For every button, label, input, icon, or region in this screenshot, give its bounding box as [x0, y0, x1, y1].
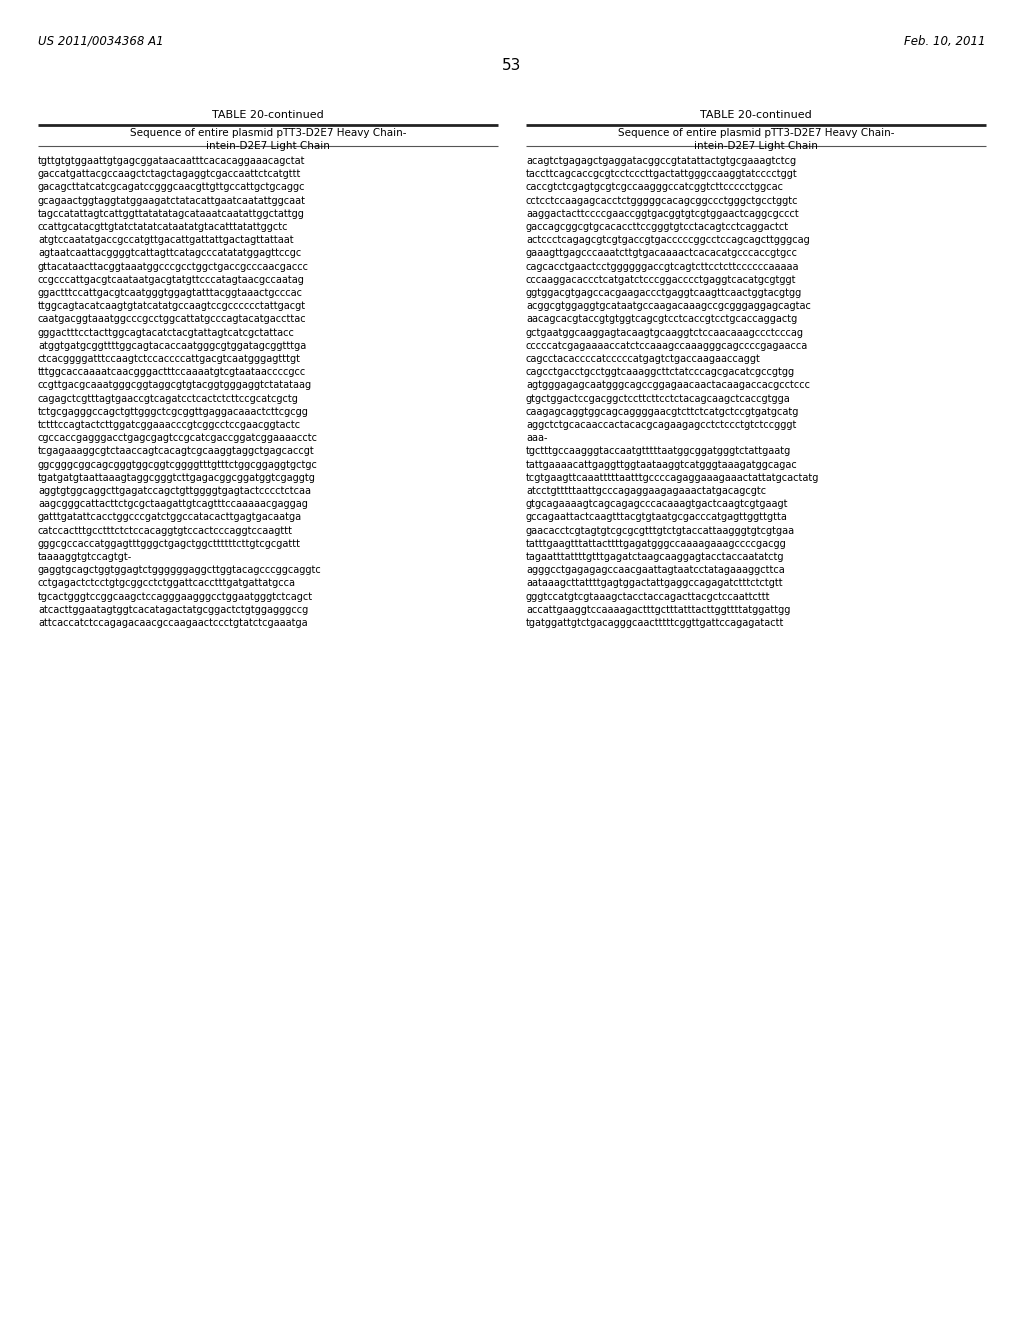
Text: acggcgtggaggtgcataatgccaagacaaagccgcgggaggagcagtac: acggcgtggaggtgcataatgccaagacaaagccgcggga… — [526, 301, 811, 312]
Text: cccaaggacaccctcatgatctcccggacccctgaggtcacatgcgtggt: cccaaggacaccctcatgatctcccggacccctgaggtca… — [526, 275, 797, 285]
Text: caccgtctcgagtgcgtcgccaagggccatcggtcttccccctggcac: caccgtctcgagtgcgtcgccaagggccatcggtcttccc… — [526, 182, 784, 193]
Text: taaaaggtgtccagtgt-: taaaaggtgtccagtgt- — [38, 552, 132, 562]
Text: 53: 53 — [503, 58, 521, 73]
Text: gacagcttatcatcgcagatccgggcaacgttgttgccattgctgcaggc: gacagcttatcatcgcagatccgggcaacgttgttgccat… — [38, 182, 305, 193]
Text: tttggcaccaaaatcaacgggactttccaaaatgtcgtaataaccccgcc: tttggcaccaaaatcaacgggactttccaaaatgtcgtaa… — [38, 367, 306, 378]
Text: tgcactgggtccggcaagctccagggaagggcctggaatgggtctcagct: tgcactgggtccggcaagctccagggaagggcctggaatg… — [38, 591, 313, 602]
Text: tgatgatgtaattaaagtaggcgggtcttgagacggcggatggtcgaggtg: tgatgatgtaattaaagtaggcgggtcttgagacggcgga… — [38, 473, 315, 483]
Text: atcctgtttttaattgcccagaggaagagaaactatgacagcgtc: atcctgtttttaattgcccagaggaagagaaactatgaca… — [526, 486, 766, 496]
Text: actccctcagagcgtcgtgaccgtgacccccggcctccagcagcttgggcag: actccctcagagcgtcgtgaccgtgacccccggcctccag… — [526, 235, 810, 246]
Text: agtaatcaattacggggtcattagttcatagcccatatatggagttccgc: agtaatcaattacggggtcattagttcatagcccatatat… — [38, 248, 301, 259]
Text: acagtctgagagctgaggatacggccgtatattactgtgcgaaagtctcg: acagtctgagagctgaggatacggccgtatattactgtgc… — [526, 156, 796, 166]
Text: gttacataacttacggtaaatggcccgcctggctgaccgcccaacgaccc: gttacataacttacggtaaatggcccgcctggctgaccgc… — [38, 261, 309, 272]
Text: gaggtgcagctggtggagtctggggggaggcttggtacagcccggcaggtc: gaggtgcagctggtggagtctggggggaggcttggtacag… — [38, 565, 322, 576]
Text: tgttgtgtggaattgtgagcggataacaatttcacacaggaaacagctat: tgttgtgtggaattgtgagcggataacaatttcacacagg… — [38, 156, 305, 166]
Text: tattgaaaacattgaggttggtaataaggtcatgggtaaagatggcagac: tattgaaaacattgaggttggtaataaggtcatgggtaaa… — [526, 459, 798, 470]
Text: cagcctacaccccatcccccatgagtctgaccaagaaccaggt: cagcctacaccccatcccccatgagtctgaccaagaacca… — [526, 354, 761, 364]
Text: caatgacggtaaatggcccgcctggcattatgcccagtacatgaccttac: caatgacggtaaatggcccgcctggcattatgcccagtac… — [38, 314, 306, 325]
Text: ttggcagtacatcaagtgtatcatatgccaagtccgcccccctattgacgt: ttggcagtacatcaagtgtatcatatgccaagtccgcccc… — [38, 301, 306, 312]
Text: gcagaactggtaggtatggaagatctatacattgaatcaatattggcaat: gcagaactggtaggtatggaagatctatacattgaatcaa… — [38, 195, 306, 206]
Text: intein-D2E7 Light Chain: intein-D2E7 Light Chain — [206, 141, 330, 150]
Text: taccttcagcaccgcgtcctcccttgactattgggccaaggtatcccctggt: taccttcagcaccgcgtcctcccttgactattgggccaag… — [526, 169, 798, 180]
Text: gctgaatggcaaggagtacaagtgcaaggtctccaacaaagccctcccag: gctgaatggcaaggagtacaagtgcaaggtctccaacaaa… — [526, 327, 804, 338]
Text: gtgctggactccgacggctccttcttcctctacagcaagctcaccgtgga: gtgctggactccgacggctccttcttcctctacagcaagc… — [526, 393, 791, 404]
Text: gaccatgattacgccaagctctagctagaggtcgaccaattctcatgttt: gaccatgattacgccaagctctagctagaggtcgaccaat… — [38, 169, 301, 180]
Text: accattgaaggtccaaaagactttgctttatttacttggttttatggattgg: accattgaaggtccaaaagactttgctttatttacttggt… — [526, 605, 791, 615]
Text: tcgagaaaggcgtctaaccagtcacagtcgcaaggtaggctgagcaccgt: tcgagaaaggcgtctaaccagtcacagtcgcaaggtaggc… — [38, 446, 314, 457]
Text: Sequence of entire plasmid pTT3-D2E7 Heavy Chain-: Sequence of entire plasmid pTT3-D2E7 Hea… — [130, 128, 407, 139]
Text: caagagcaggtggcagcaggggaacgtcttctcatgctccgtgatgcatg: caagagcaggtggcagcaggggaacgtcttctcatgctcc… — [526, 407, 800, 417]
Text: aggtgtggcaggcttgagatccagctgttggggtgagtactcccctctcaa: aggtgtggcaggcttgagatccagctgttggggtgagtac… — [38, 486, 311, 496]
Text: intein-D2E7 Light Chain: intein-D2E7 Light Chain — [694, 141, 818, 150]
Text: gggtccatgtcgtaaagctacctaccagacttacgctccaattcttt: gggtccatgtcgtaaagctacctaccagacttacgctcca… — [526, 591, 770, 602]
Text: gaccagcggcgtgcacaccttccgggtgtcctacagtcctcaggactct: gaccagcggcgtgcacaccttccgggtgtcctacagtcct… — [526, 222, 790, 232]
Text: tgctttgccaagggtaccaatgtttttaatggcggatgggtctattgaatg: tgctttgccaagggtaccaatgtttttaatggcggatggg… — [526, 446, 792, 457]
Text: tatttgaagtttattacttttgagatgggccaaaagaaagccccgacgg: tatttgaagtttattacttttgagatgggccaaaagaaag… — [526, 539, 786, 549]
Text: cccccatcgagaaaaccatctccaaagccaaagggcagccccgagaacca: cccccatcgagaaaaccatctccaaagccaaagggcagcc… — [526, 341, 808, 351]
Text: ggactttccattgacgtcaatgggtggagtatttacggtaaactgcccac: ggactttccattgacgtcaatgggtggagtatttacggta… — [38, 288, 303, 298]
Text: TABLE 20-continued: TABLE 20-continued — [212, 110, 324, 120]
Text: atgtccaatatgaccgccatgttgacattgattattgactagttattaat: atgtccaatatgaccgccatgttgacattgattattgact… — [38, 235, 294, 246]
Text: gggcgccaccatggagtttgggctgagctggcttttttcttgtcgcgattt: gggcgccaccatggagtttgggctgagctggcttttttct… — [38, 539, 301, 549]
Text: attcaccatctccagagacaacgccaagaactccctgtatctcgaaatga: attcaccatctccagagacaacgccaagaactccctgtat… — [38, 618, 307, 628]
Text: cagagctcgtttagtgaaccgtcagatcctcactctcttccgcatcgctg: cagagctcgtttagtgaaccgtcagatcctcactctcttc… — [38, 393, 299, 404]
Text: ccgcccattgacgtcaataatgacgtatgttcccatagtaacgccaatag: ccgcccattgacgtcaataatgacgtatgttcccatagta… — [38, 275, 305, 285]
Text: TABLE 20-continued: TABLE 20-continued — [700, 110, 812, 120]
Text: aggctctgcacaaccactacacgcagaagagcctctccctgtctccgggt: aggctctgcacaaccactacacgcagaagagcctctccct… — [526, 420, 797, 430]
Text: ctcacggggatttccaagtctccaccccattgacgtcaatgggagtttgt: ctcacggggatttccaagtctccaccccattgacgtcaat… — [38, 354, 301, 364]
Text: tagaatttattttgtttgagatctaagcaaggagtacctaccaatatctg: tagaatttattttgtttgagatctaagcaaggagtaccta… — [526, 552, 784, 562]
Text: cagcctgacctgcctggtcaaaggcttctatcccagcgacatcgccgtgg: cagcctgacctgcctggtcaaaggcttctatcccagcgac… — [526, 367, 795, 378]
Text: cagcacctgaactcctggggggaccgtcagtcttcctcttccccccaaaaa: cagcacctgaactcctggggggaccgtcagtcttcctctt… — [526, 261, 800, 272]
Text: gccagaattactcaagtttacgtgtaatgcgacccatgagttggttgtta: gccagaattactcaagtttacgtgtaatgcgacccatgag… — [526, 512, 787, 523]
Text: gatttgatattcacctggcccgatctggccatacacttgagtgacaatga: gatttgatattcacctggcccgatctggccatacacttga… — [38, 512, 302, 523]
Text: Sequence of entire plasmid pTT3-D2E7 Heavy Chain-: Sequence of entire plasmid pTT3-D2E7 Hea… — [617, 128, 894, 139]
Text: ggtggacgtgagccacgaagaccctgaggtcaagttcaactggtacgtgg: ggtggacgtgagccacgaagaccctgaggtcaagttcaac… — [526, 288, 802, 298]
Text: gtgcagaaaagtcagcagagcccacaaagtgactcaagtcgtgaagt: gtgcagaaaagtcagcagagcccacaaagtgactcaagtc… — [526, 499, 788, 510]
Text: aaggactacttccccgaaccggtgacggtgtcgtggaactcaggcgccct: aaggactacttccccgaaccggtgacggtgtcgtggaact… — [526, 209, 799, 219]
Text: aagcgggcattacttctgcgctaagattgtcagtttccaaaaacgaggag: aagcgggcattacttctgcgctaagattgtcagtttccaa… — [38, 499, 308, 510]
Text: tctgcgagggccagctgttgggctcgcggttgaggacaaactcttcgcgg: tctgcgagggccagctgttgggctcgcggttgaggacaaa… — [38, 407, 309, 417]
Text: atggtgatgcggttttggcagtacaccaatgggcgtggatagcggtttga: atggtgatgcggttttggcagtacaccaatgggcgtggat… — [38, 341, 306, 351]
Text: gaacacctcgtagtgtcgcgcgtttgtctgtaccattaagggtgtcgtgaa: gaacacctcgtagtgtcgcgcgtttgtctgtaccattaag… — [526, 525, 795, 536]
Text: agtgggagagcaatgggcagccggagaacaactacaagaccacgcctccc: agtgggagagcaatgggcagccggagaacaactacaagac… — [526, 380, 810, 391]
Text: atcacttggaatagtggtcacatagactatgcggactctgtggagggccg: atcacttggaatagtggtcacatagactatgcggactctg… — [38, 605, 308, 615]
Text: aataaagcttattttgagtggactattgaggccagagatctttctctgtt: aataaagcttattttgagtggactattgaggccagagatc… — [526, 578, 782, 589]
Text: US 2011/0034368 A1: US 2011/0034368 A1 — [38, 36, 164, 48]
Text: cgccaccgagggacctgagcgagtccgcatcgaccggatcggaaaacctc: cgccaccgagggacctgagcgagtccgcatcgaccggatc… — [38, 433, 318, 444]
Text: ccgttgacgcaaatgggcggtaggcgtgtacggtgggaggtctatataag: ccgttgacgcaaatgggcggtaggcgtgtacggtgggagg… — [38, 380, 312, 391]
Text: ccattgcatacgttgtatctatatcataatatgtacatttatattggctc: ccattgcatacgttgtatctatatcataatatgtacattt… — [38, 222, 289, 232]
Text: catccactttgcctttctctccacaggtgtccactcccaggtccaagttt: catccactttgcctttctctccacaggtgtccactcccag… — [38, 525, 293, 536]
Text: cctgagactctcctgtgcggcctctggattcacctttgatgattatgcca: cctgagactctcctgtgcggcctctggattcacctttgat… — [38, 578, 296, 589]
Text: gaaagttgagcccaaatcttgtgacaaaactcacacatgcccaccgtgcc: gaaagttgagcccaaatcttgtgacaaaactcacacatgc… — [526, 248, 798, 259]
Text: tagccatattagtcattggttatatatagcataaatcaatattggctattgg: tagccatattagtcattggttatatatagcataaatcaat… — [38, 209, 305, 219]
Text: tcgtgaagttcaaatttttaatttgccccagaggaaagaaactattatgcactatg: tcgtgaagttcaaatttttaatttgccccagaggaaagaa… — [526, 473, 819, 483]
Text: agggcctgagagagccaacgaattagtaatcctatagaaaggcttca: agggcctgagagagccaacgaattagtaatcctatagaaa… — [526, 565, 784, 576]
Text: aaa-: aaa- — [526, 433, 548, 444]
Text: cctcctccaagagcacctctgggggcacagcggccctgggctgcctggtc: cctcctccaagagcacctctgggggcacagcggccctggg… — [526, 195, 799, 206]
Text: ggcgggcggcagcgggtggcggtcggggtttgtttctggcggaggtgctgc: ggcgggcggcagcgggtggcggtcggggtttgtttctggc… — [38, 459, 317, 470]
Text: tctttccagtactcttggatcggaaacccgtcggcctccgaacggtactc: tctttccagtactcttggatcggaaacccgtcggcctccg… — [38, 420, 301, 430]
Text: gggactttcctacttggcagtacatctacgtattagtcatcgctattacc: gggactttcctacttggcagtacatctacgtattagtcat… — [38, 327, 295, 338]
Text: Feb. 10, 2011: Feb. 10, 2011 — [904, 36, 986, 48]
Text: aacagcacgtaccgtgtggtcagcgtcctcaccgtcctgcaccaggactg: aacagcacgtaccgtgtggtcagcgtcctcaccgtcctgc… — [526, 314, 798, 325]
Text: tgatggattgtctgacagggcaactttttcggttgattccagagatactt: tgatggattgtctgacagggcaactttttcggttgattcc… — [526, 618, 784, 628]
